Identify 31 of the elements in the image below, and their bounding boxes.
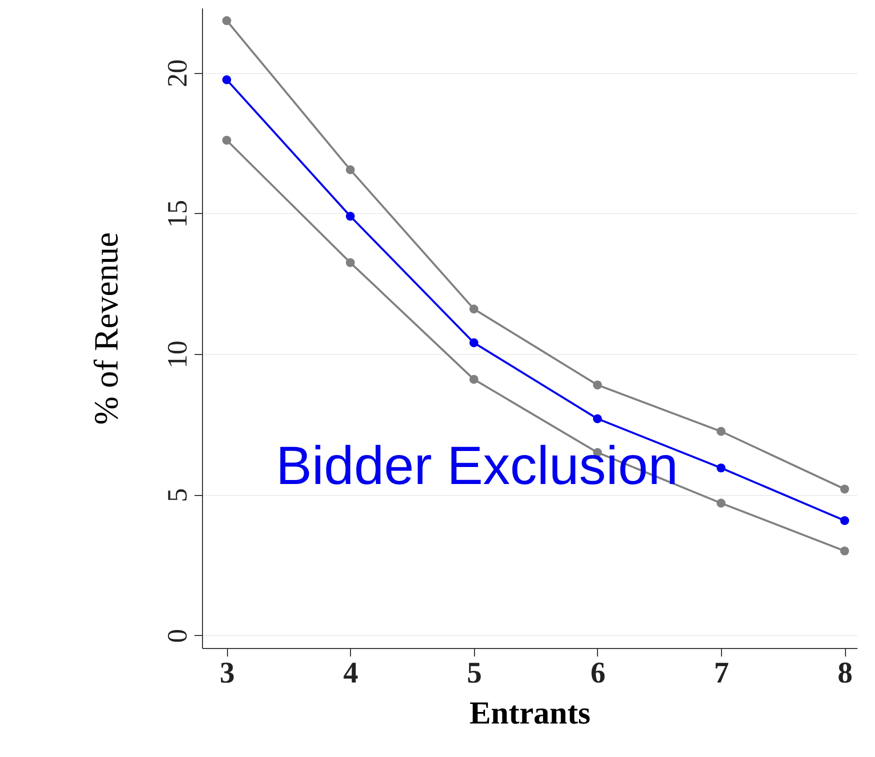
point xyxy=(840,484,850,494)
y-tick-label: 15 xyxy=(162,200,194,228)
point xyxy=(222,16,232,26)
point xyxy=(346,165,355,174)
point xyxy=(469,374,478,384)
point xyxy=(593,414,602,424)
point xyxy=(346,258,355,268)
point xyxy=(716,426,726,436)
point xyxy=(346,212,355,221)
annotation: Bidder Exclusion xyxy=(276,436,678,496)
y-axis-title: % of Revenue xyxy=(88,232,126,425)
point xyxy=(840,516,850,526)
y-tick-label: 5 xyxy=(162,488,194,502)
point xyxy=(593,380,602,390)
x-tick-label: 4 xyxy=(343,656,358,690)
y-tick-label: 0 xyxy=(162,628,194,643)
point xyxy=(222,75,232,84)
x-tick-label: 8 xyxy=(838,656,853,690)
point xyxy=(469,338,478,348)
y-tick-label: 10 xyxy=(162,340,194,369)
x-tick-label: 6 xyxy=(590,656,606,690)
point xyxy=(222,136,232,145)
point xyxy=(716,463,726,472)
x-tick-label: 3 xyxy=(220,656,235,690)
x-axis-title: Entrants xyxy=(470,694,590,730)
point xyxy=(469,304,478,314)
point xyxy=(840,546,850,556)
point xyxy=(716,498,726,508)
x-tick-label: 7 xyxy=(714,656,730,690)
y-tick-label: 20 xyxy=(162,59,194,88)
x-tick-label: 5 xyxy=(466,656,482,690)
